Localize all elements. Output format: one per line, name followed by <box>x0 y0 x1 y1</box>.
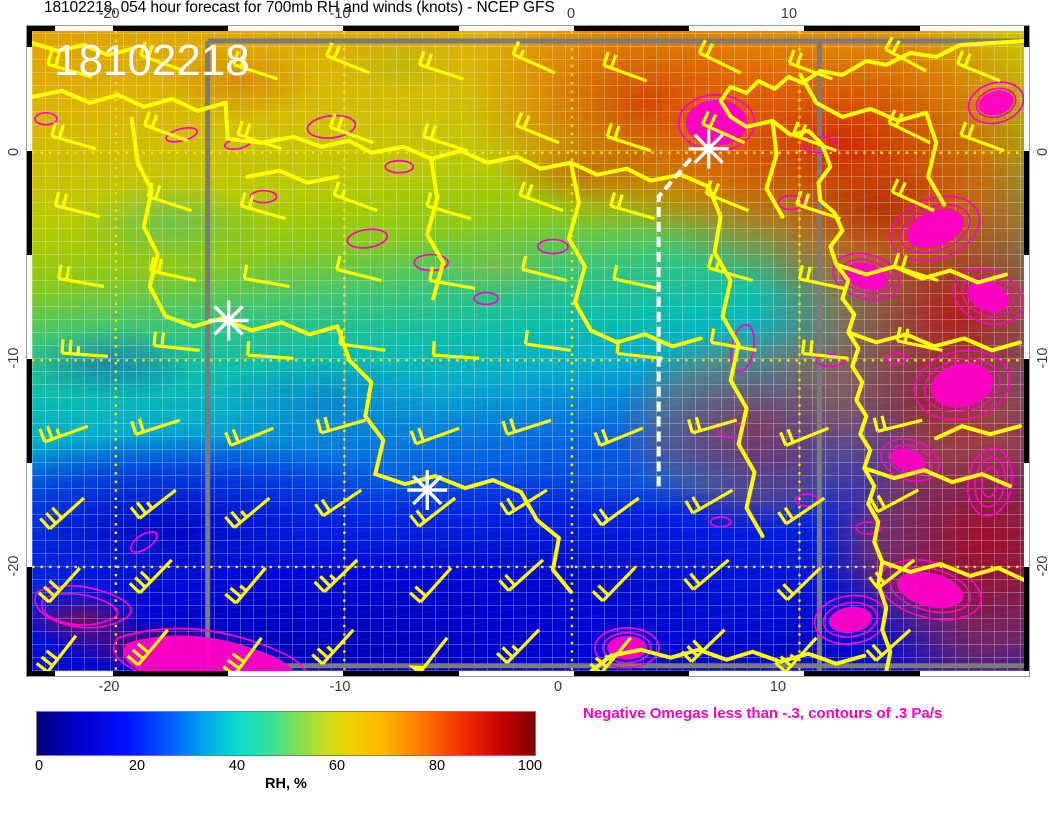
omega-legend-note: Negative Omegas less than -.3, contours … <box>583 705 943 722</box>
frame-bar-bottom <box>27 671 55 676</box>
forecast-datestamp: 18102218 <box>54 36 250 85</box>
frame-bar-left <box>27 567 32 671</box>
frame-bar-top <box>574 26 689 31</box>
colorbar-gradient <box>36 711 536 756</box>
frame-bar-top <box>27 26 55 31</box>
map-frame: 18102218 <box>26 25 1030 677</box>
colorbar-title: RH, % <box>265 776 307 792</box>
axis-tick-bottom-3: 10 <box>769 679 787 695</box>
frame-bar-top <box>804 26 920 31</box>
map-data-field: 18102218 <box>32 31 1024 671</box>
colorbar-tick-5: 100 <box>517 758 543 774</box>
axis-tick-top-3: 10 <box>780 6 798 22</box>
forecast-map[interactable]: 18102218 <box>26 25 1030 677</box>
axis-tick-bottom-0: -20 <box>98 679 120 695</box>
frame-bar-top <box>113 26 228 31</box>
axis-tick-left-0: 0 <box>6 147 22 157</box>
frame-bar-left <box>27 151 32 255</box>
axis-tick-top-2: 0 <box>566 6 576 22</box>
axis-tick-bottom-1: -10 <box>329 679 351 695</box>
frame-bar-top <box>343 26 459 31</box>
axis-tick-right-0: 0 <box>1035 147 1051 157</box>
frame-bar-right <box>1024 567 1029 671</box>
colorbar-tick-4: 80 <box>428 758 446 774</box>
frame-bar-bottom <box>113 671 228 676</box>
frame-bar-bottom <box>574 671 689 676</box>
frame-bar-bottom <box>804 671 920 676</box>
colorbar-tick-0: 0 <box>34 758 44 774</box>
axis-tick-right-2: -20 <box>1035 555 1051 577</box>
colorbar-tick-2: 40 <box>228 758 246 774</box>
axis-tick-top-1: -10 <box>329 6 351 22</box>
axis-tick-bottom-2: 0 <box>553 679 563 695</box>
axis-tick-top-0: -20 <box>98 6 120 22</box>
page-title: 18102218, 054 hour forecast for 700mb RH… <box>44 0 555 16</box>
frame-bar-bottom <box>343 671 459 676</box>
frame-bar-left <box>27 26 32 47</box>
colorbar: 0 20 40 60 80 100 <box>35 711 542 774</box>
frame-bar-right <box>1024 359 1029 463</box>
axis-tick-left-1: -10 <box>6 347 22 369</box>
colorbar-tick-1: 20 <box>128 758 146 774</box>
rh-contour-detail <box>32 31 1024 671</box>
frame-bar-right <box>1024 151 1029 255</box>
colorbar-tick-3: 60 <box>328 758 346 774</box>
frame-bar-right <box>1024 26 1029 47</box>
frame-bar-left <box>27 359 32 463</box>
axis-tick-left-2: -20 <box>6 555 22 577</box>
axis-tick-right-1: -10 <box>1035 347 1051 369</box>
